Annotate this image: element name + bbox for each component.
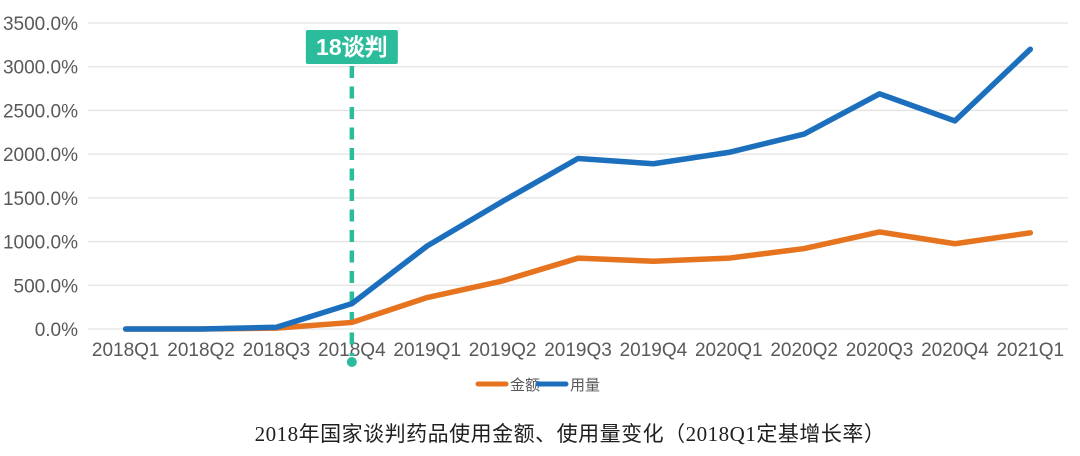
x-axis-tick-label: 2018Q2 — [167, 340, 235, 361]
y-axis-tick-label: 3000.0% — [3, 58, 78, 79]
chart-caption: 2018年国家谈判药品使用金额、使用量变化（2018Q1定基增长率） — [254, 422, 886, 446]
x-axis-tick-label: 2018Q3 — [243, 340, 311, 361]
legend-label-amount: 金额 — [510, 377, 540, 394]
y-axis-tick-label: 0.0% — [35, 320, 78, 341]
series-line-amount — [122, 229, 1034, 332]
y-axis-tick-label: 1500.0% — [3, 189, 78, 210]
x-axis-tick-label: 2019Q1 — [393, 340, 461, 361]
line-chart: 3500.0% 3000.0% 2500.0% 2000.0% 1500.0% 1000.… — [3, 14, 1068, 394]
y-axis-tick-label: 1000.0% — [3, 233, 78, 254]
x-axis-tick-label: 2020Q3 — [846, 340, 914, 361]
annotation-box — [305, 30, 398, 64]
legend-label-volume: 用量 — [570, 377, 600, 394]
y-axis-tick-label: 3500.0% — [3, 14, 78, 35]
x-axis-tick-label: 2019Q3 — [544, 340, 612, 361]
x-axis-tick-label: 2020Q4 — [921, 340, 989, 361]
y-axis-tick-label: 2500.0% — [3, 101, 78, 122]
x-axis-tick-label: 2019Q4 — [620, 340, 688, 361]
x-axis-tick-label: 2021Q1 — [996, 340, 1064, 361]
x-axis-tick-label: 2019Q2 — [469, 340, 537, 361]
y-axis-tick-label: 2000.0% — [3, 145, 78, 166]
y-axis-tick-label: 500.0% — [14, 276, 79, 297]
series-line-volume — [122, 46, 1034, 332]
x-axis-tick-label: 2018Q1 — [92, 340, 160, 361]
x-axis-tick-label: 2020Q2 — [770, 340, 838, 361]
x-axis-tick-label: 2020Q1 — [695, 340, 763, 361]
annotation-label: 18谈判 — [316, 34, 388, 60]
annotation-dot — [346, 357, 357, 367]
x-axis-tick-label: 2018Q4 — [318, 340, 386, 361]
